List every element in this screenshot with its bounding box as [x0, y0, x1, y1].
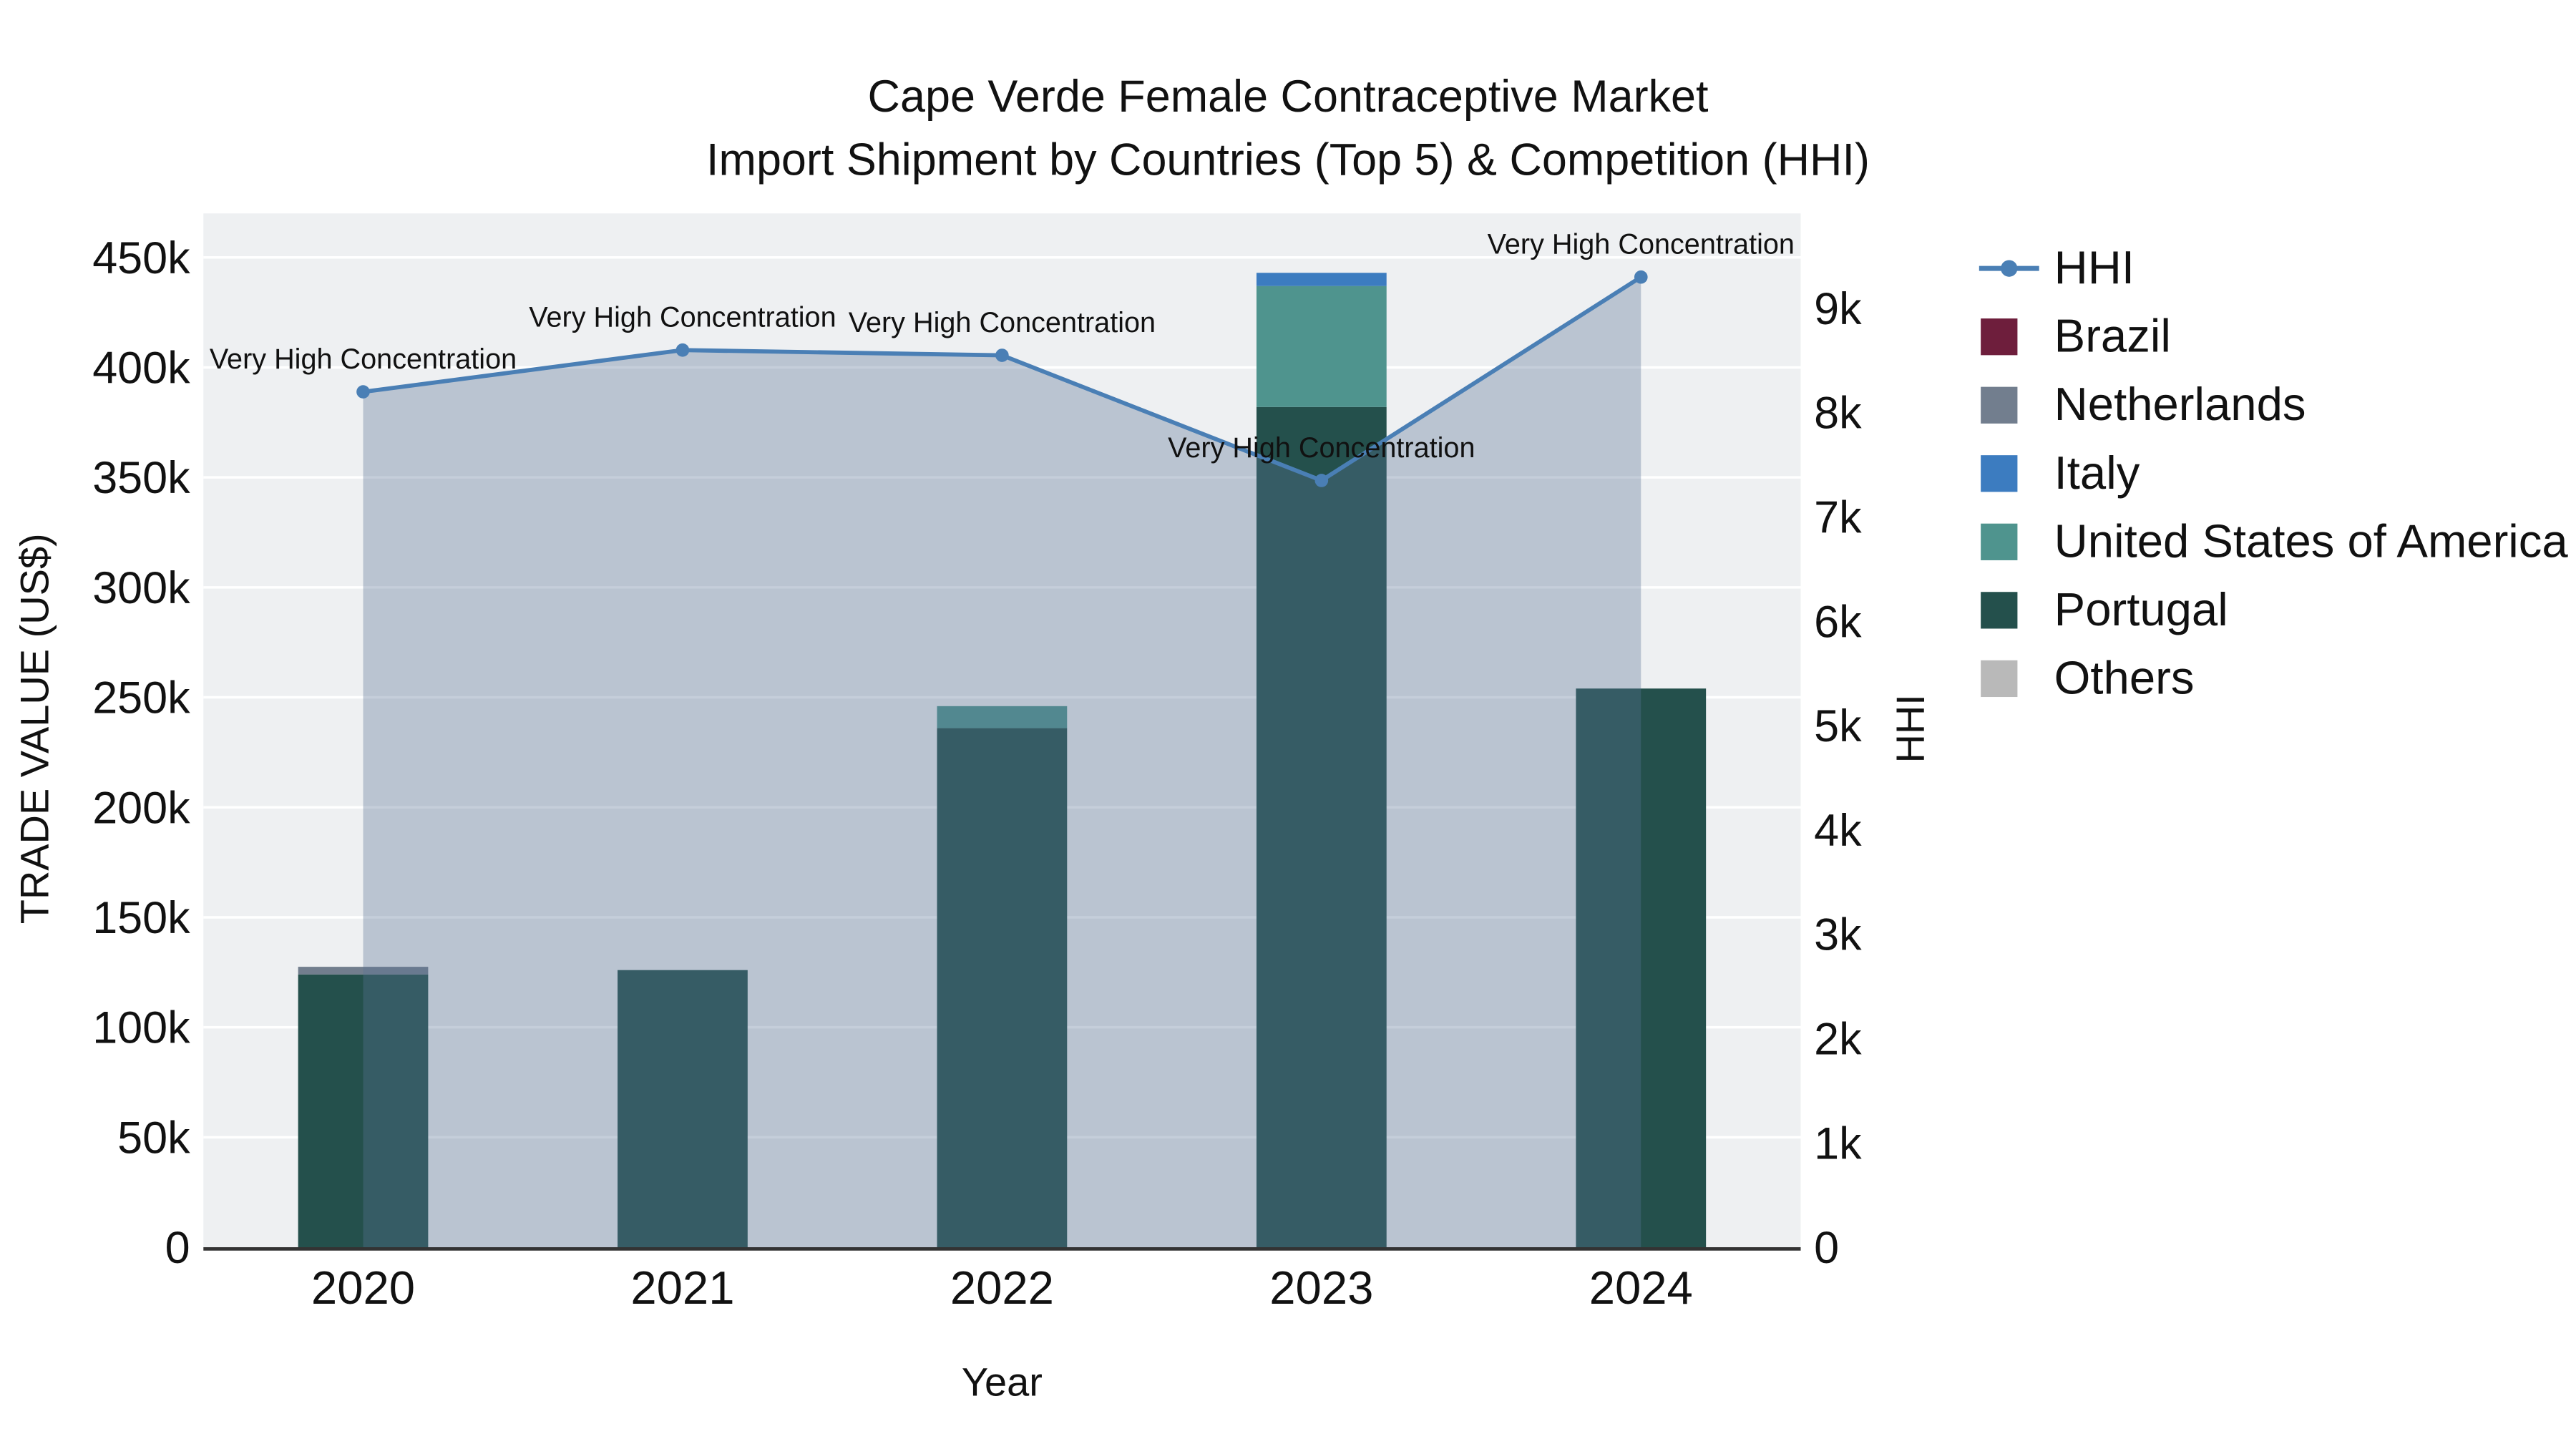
- bars-group: [298, 273, 1707, 1248]
- legend-item-label: Others: [2054, 650, 2195, 703]
- bar-segment-portugal-2021: [618, 970, 748, 1248]
- bar-segment-netherlands-2020: [298, 967, 429, 975]
- bar-segment-portugal-2020: [298, 974, 429, 1248]
- left-tick-label: 150k: [92, 893, 190, 943]
- legend-item-label: HHI: [2054, 240, 2135, 293]
- right-tick-label: 4k: [1814, 806, 1862, 856]
- x-tick-label-2021: 2021: [630, 1262, 734, 1314]
- right-tick-label: 5k: [1814, 701, 1862, 751]
- bar-segment-italy-2023: [1256, 273, 1387, 286]
- right-tick-label: 8k: [1814, 389, 1862, 439]
- right-tick-label: 7k: [1814, 493, 1862, 543]
- legend-item-italy[interactable]: Italy: [1976, 439, 2568, 507]
- right-tick-label: 6k: [1814, 597, 1862, 647]
- annotation-2022: Very High Concentration: [849, 307, 1156, 338]
- annotation-2020: Very High Concentration: [210, 343, 517, 375]
- legend-item-brazil[interactable]: Brazil: [1976, 302, 2568, 371]
- left-tick-label: 350k: [92, 453, 190, 503]
- legend-swatch-icon: [1976, 384, 2042, 424]
- left-tick-label: 0: [165, 1223, 190, 1273]
- hhi-marker-2021: [675, 343, 690, 357]
- legend-item-hhi[interactable]: HHI: [1976, 233, 2568, 302]
- chart-title-line2: Import Shipment by Countries (Top 5) & C…: [706, 135, 1870, 185]
- hhi-marker-2022: [995, 348, 1009, 362]
- right-tick-label: 0: [1814, 1223, 1839, 1273]
- legend-swatch-icon: [1976, 453, 2042, 493]
- bar-segment-portugal-2023: [1256, 406, 1387, 1248]
- annotation-2024: Very High Concentration: [1488, 229, 1795, 260]
- legend-item-netherlands[interactable]: Netherlands: [1976, 370, 2568, 439]
- right-tick-label: 2k: [1814, 1014, 1862, 1064]
- legend-line-marker-icon: [1976, 248, 2042, 288]
- annotation-2023: Very High Concentration: [1168, 432, 1475, 464]
- hhi-area-fill: [363, 277, 1641, 1248]
- bar-segment-portugal-2022: [937, 728, 1068, 1248]
- x-tick-label-2020: 2020: [311, 1262, 415, 1314]
- bar-segment-united-states-of-america-2022: [937, 706, 1068, 728]
- legend-item-others[interactable]: Others: [1976, 643, 2568, 712]
- x-axis-title: Year: [961, 1360, 1043, 1406]
- legend-item-label: Italy: [2054, 446, 2140, 498]
- legend-swatch-icon: [1976, 521, 2042, 561]
- legend-item-label: Brazil: [2054, 309, 2171, 361]
- x-tick-label-2023: 2023: [1269, 1262, 1373, 1314]
- right-axis-title: HHI: [1889, 694, 1934, 763]
- hhi-marker-2024: [1634, 270, 1648, 284]
- legend-swatch-icon: [1976, 316, 2042, 356]
- left-tick-label: 400k: [92, 343, 190, 393]
- legend-item-portugal[interactable]: Portugal: [1976, 575, 2568, 644]
- left-tick-label: 450k: [92, 233, 190, 283]
- right-tick-label: 3k: [1814, 910, 1862, 960]
- left-tick-label: 100k: [92, 1003, 190, 1053]
- legend-item-united-states-of-america[interactable]: United States of America: [1976, 507, 2568, 575]
- annotation-2021: Very High Concentration: [529, 302, 836, 333]
- right-tick-label: 1k: [1814, 1118, 1862, 1169]
- legend-item-label: Portugal: [2054, 582, 2228, 635]
- legend: HHI Brazil Netherlands Italy United States o…: [1976, 233, 2568, 712]
- legend-swatch-icon: [1976, 658, 2042, 698]
- bar-segment-portugal-2024: [1576, 688, 1707, 1248]
- left-tick-label: 200k: [92, 783, 190, 833]
- hhi-marker-2020: [356, 385, 370, 399]
- bar-segment-united-states-of-america-2023: [1256, 286, 1387, 407]
- left-axis-title: TRADE VALUE (US$): [13, 533, 59, 924]
- left-tick-label: 300k: [92, 563, 190, 613]
- x-tick-label-2024: 2024: [1589, 1262, 1693, 1314]
- hhi-marker-2023: [1314, 474, 1329, 487]
- left-tick-label: 250k: [92, 673, 190, 723]
- legend-swatch-icon: [1976, 590, 2042, 630]
- legend-item-label: Netherlands: [2054, 377, 2306, 430]
- x-tick-label-2022: 2022: [950, 1262, 1054, 1314]
- legend-item-label: United States of America: [2054, 514, 2568, 567]
- chart-title-line1: Cape Verde Female Contraceptive Market: [867, 72, 1709, 122]
- right-tick-label: 9k: [1814, 284, 1862, 334]
- left-tick-label: 50k: [117, 1113, 190, 1163]
